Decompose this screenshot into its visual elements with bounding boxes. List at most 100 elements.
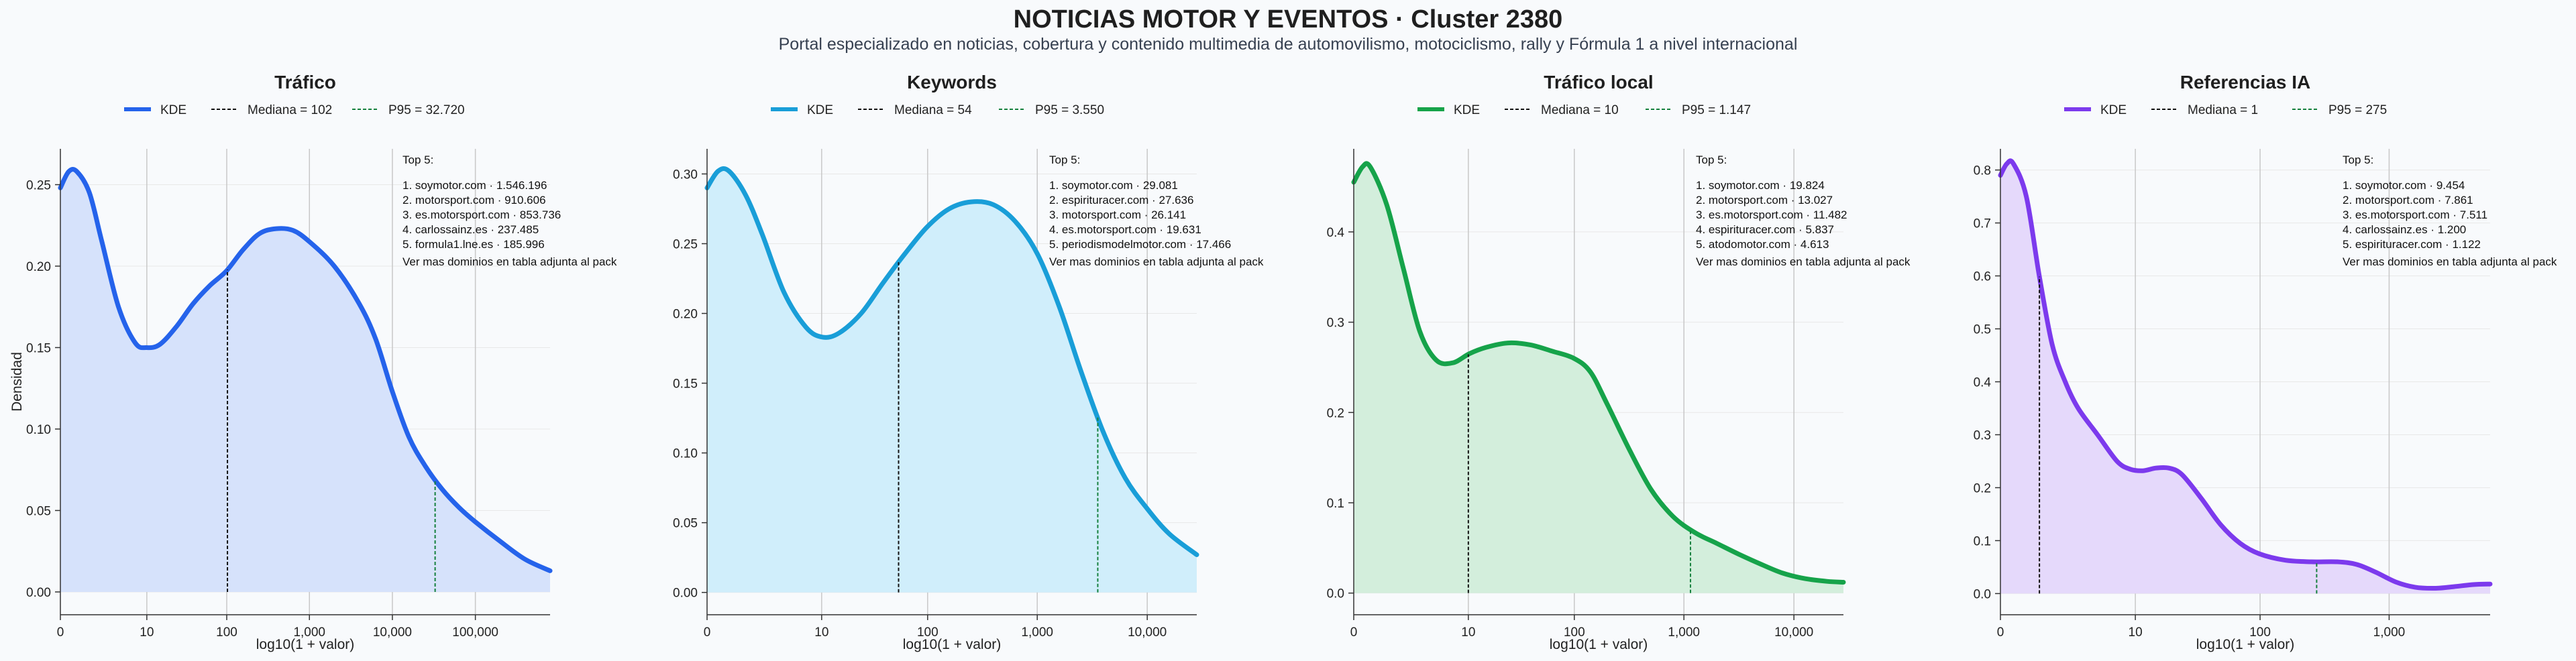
y-tick-label: 0.5 (1974, 323, 1991, 337)
legend-p95-label: P95 = 3.550 (1035, 103, 1104, 117)
legend: KDE Mediana = 54 P95 = 3.550 (771, 103, 1104, 117)
legend-p95-label: P95 = 275 (2328, 103, 2387, 117)
y-tick-label: 0.15 (673, 377, 698, 392)
top5-item: 2. motorsport.com · 13.027 (1696, 194, 1833, 206)
legend-p95-label: P95 = 1.147 (1682, 103, 1751, 117)
x-tick-label: 100 (2249, 625, 2271, 640)
x-tick-label: 1,000 (2373, 625, 2406, 640)
x-tick-label: 10 (1461, 625, 1475, 640)
legend: KDE Mediana = 10 P95 = 1.147 (1417, 103, 1751, 117)
y-tick-label: 0.25 (26, 178, 51, 192)
x-tick-label: 10 (814, 625, 828, 640)
x-tick-label: 10,000 (1128, 625, 1167, 640)
y-tick-label: 0.0 (1327, 587, 1344, 601)
chart-panel-4: Referencias IA KDE Mediana = 1 P95 = 275 0.0… (1974, 72, 2557, 652)
x-tick-label: 100 (917, 625, 938, 640)
y-tick-label: 0.00 (673, 587, 698, 601)
chart-panel-2: Keywords KDE Mediana = 54 P95 = 3.550 0.00 0.… (673, 72, 1264, 652)
x-tick-label: 1,000 (293, 625, 325, 640)
x-tick-label: 0 (57, 625, 64, 640)
top5-annotation: Top 5: 1. soymotor.com · 9.454 2. motorspo… (2343, 154, 2557, 268)
x-tick-label: 0 (704, 625, 711, 640)
top5-item: 5. formula1.lne.es · 185.996 (402, 238, 545, 251)
y-tick-label: 0.4 (1327, 226, 1345, 240)
x-tick-label: 100,000 (452, 625, 498, 640)
top5-footer: Ver mas dominios en tabla adjunta al pac… (1696, 255, 1911, 268)
top5-item: 5. espirituracer.com · 1.122 (2343, 238, 2481, 251)
x-tick-label: 10 (2129, 625, 2143, 640)
chart-title: Tráfico (274, 72, 336, 93)
y-tick-label: 0.1 (1327, 497, 1344, 511)
y-tick-label: 0.8 (1974, 164, 1991, 178)
top5-item: 3. es.motorsport.com · 7.511 (2343, 208, 2487, 221)
top5-item: 1. soymotor.com · 1.546.196 (402, 179, 547, 192)
y-tick-label: 0.15 (26, 341, 51, 355)
chart-title: Tráfico local (1544, 72, 1653, 93)
y-tick-label: 0.0 (1974, 587, 1991, 601)
chart-panel-1: Tráfico KDE Mediana = 102 P95 = 32.720 0.00 0… (9, 72, 617, 652)
top5-item: 2. motorsport.com · 7.861 (2343, 194, 2473, 206)
top5-heading: Top 5: (402, 154, 433, 166)
top5-item: 2. espirituracer.com · 27.636 (1049, 194, 1193, 206)
y-axis-label: Densidad (9, 352, 25, 412)
legend: KDE Mediana = 1 P95 = 275 (2064, 103, 2387, 117)
legend-median-label: Mediana = 1 (2188, 103, 2258, 117)
top5-annotation: Top 5: 1. soymotor.com · 1.546.196 2. moto… (402, 154, 617, 268)
legend: KDE Mediana = 102 P95 = 32.720 (124, 103, 465, 117)
top5-footer: Ver mas dominios en tabla adjunta al pac… (1049, 255, 1264, 268)
y-tick-label: 0.20 (26, 260, 51, 274)
legend-p95-label: P95 = 32.720 (388, 103, 465, 117)
y-tick-label: 0.10 (26, 423, 51, 437)
legend-median-label: Mediana = 54 (894, 103, 972, 117)
y-tick-label: 0.05 (673, 517, 698, 531)
x-tick-label: 100 (1564, 625, 1585, 640)
top5-item: 4. es.motorsport.com · 19.631 (1049, 223, 1201, 236)
y-tick-label: 0.3 (1974, 428, 1991, 442)
kde-area (60, 169, 550, 592)
x-axis-label: log10(1 + valor) (1550, 637, 1648, 652)
top5-footer: Ver mas dominios en tabla adjunta al pac… (2343, 255, 2557, 268)
page-title: NOTICIAS MOTOR Y EVENTOS · Cluster 2380 (1013, 5, 1563, 34)
y-tick-label: 0.20 (673, 308, 698, 322)
legend-median-label: Mediana = 10 (1541, 103, 1619, 117)
y-tick-label: 0.4 (1974, 376, 1992, 390)
y-tick-label: 0.1 (1974, 534, 1991, 548)
x-tick-label: 0 (1997, 625, 2004, 640)
x-tick-label: 10,000 (1774, 625, 1813, 640)
top5-item: 5. periodismodelmotor.com · 17.466 (1049, 238, 1231, 251)
top5-item: 2. motorsport.com · 910.606 (402, 194, 546, 206)
top5-item: 3. es.motorsport.com · 11.482 (1696, 208, 1847, 221)
x-tick-label: 10 (140, 625, 154, 640)
kde-area (2000, 160, 2490, 594)
y-tick-label: 0.2 (1974, 481, 1991, 495)
chart-title: Referencias IA (2180, 72, 2311, 93)
y-tick-label: 0.6 (1974, 270, 1991, 284)
top5-item: 3. motorsport.com · 26.141 (1049, 208, 1186, 221)
x-tick-label: 10,000 (373, 625, 412, 640)
x-tick-label: 1,000 (1021, 625, 1053, 640)
legend-kde-label: KDE (2100, 103, 2127, 117)
top5-item: 5. atodomotor.com · 4.613 (1696, 238, 1829, 251)
x-tick-label: 1,000 (1668, 625, 1700, 640)
y-tick-label: 0.10 (673, 447, 698, 461)
legend-kde-label: KDE (1454, 103, 1480, 117)
top5-item: 1. soymotor.com · 29.081 (1049, 179, 1178, 192)
legend-kde-label: KDE (160, 103, 186, 117)
y-tick-label: 0.3 (1327, 316, 1344, 330)
top5-item: 4. espirituracer.com · 5.837 (1696, 223, 1834, 236)
kde-line (1351, 161, 1846, 585)
chart-title: Keywords (907, 72, 997, 93)
top5-annotation: Top 5: 1. soymotor.com · 19.824 2. motorsp… (1696, 154, 1911, 268)
top5-heading: Top 5: (1049, 154, 1080, 166)
x-axis-label: log10(1 + valor) (903, 637, 1002, 652)
top5-item: 1. soymotor.com · 9.454 (2343, 179, 2465, 192)
x-tick-label: 100 (216, 625, 237, 640)
legend-median-label: Mediana = 102 (248, 103, 332, 117)
top5-item: 3. es.motorsport.com · 853.736 (402, 208, 561, 221)
page-subtitle: Portal especializado en noticias, cobert… (778, 35, 1798, 54)
y-tick-label: 0.00 (26, 586, 51, 600)
x-tick-label: 0 (1350, 625, 1358, 640)
top5-item: 4. carlossainz.es · 1.200 (2343, 223, 2466, 236)
y-tick-label: 0.25 (673, 237, 698, 251)
